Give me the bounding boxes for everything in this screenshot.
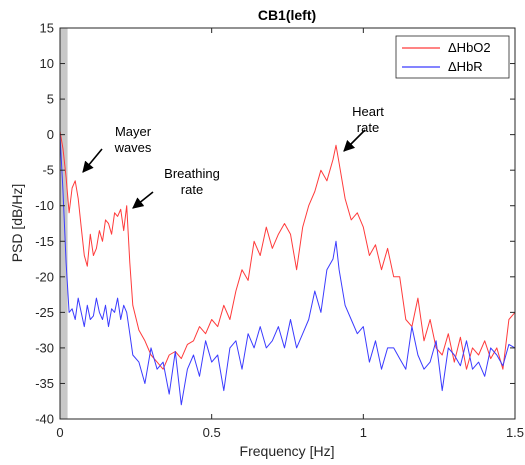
annotation-label: Mayer waves xyxy=(114,124,152,155)
series-line-hbr xyxy=(60,134,515,406)
y-tick-label: 15 xyxy=(40,21,54,36)
y-tick-label: -35 xyxy=(35,376,54,391)
y-tick-label: -20 xyxy=(35,269,54,284)
annotation-layer: Mayer waves Breathing rate Heart rate xyxy=(82,104,384,209)
x-axis-label: Frequency [Hz] xyxy=(240,443,335,459)
y-tick-label: -10 xyxy=(35,198,54,213)
annotation-arrow xyxy=(132,191,154,209)
x-tick-label: 0.5 xyxy=(203,425,221,440)
legend: ΔHbO2 ΔHbR xyxy=(395,35,510,79)
annotation-label: Heart rate xyxy=(352,104,384,135)
plot-frame xyxy=(59,27,516,420)
series-layer xyxy=(60,131,515,406)
y-tick-label: -5 xyxy=(42,163,54,178)
y-tick-label: 0 xyxy=(47,127,54,142)
x-tick-label: 1.5 xyxy=(506,425,524,440)
legend-label-hbr: ΔHbR xyxy=(448,59,483,74)
annotation-arrow xyxy=(343,129,366,152)
chart-title: CB1(left) xyxy=(258,7,316,23)
shaded-band xyxy=(60,28,68,419)
legend-box xyxy=(395,35,510,79)
series-line-hbo2 xyxy=(60,131,515,370)
y-tick-label: 5 xyxy=(47,92,54,107)
y-tick-label: 10 xyxy=(40,56,54,71)
y-tick-label: -15 xyxy=(35,234,54,249)
legend-label-hbo2: ΔHbO2 xyxy=(448,40,491,55)
plot-area xyxy=(60,28,515,419)
y-axis-label: PSD [dB/Hz] xyxy=(9,184,25,263)
y-tick-label: -40 xyxy=(35,412,54,427)
annotation-label: Breathing rate xyxy=(164,166,220,197)
y-tick-label: -25 xyxy=(35,305,54,320)
x-tick-label: 0 xyxy=(56,425,63,440)
y-tick-label: -30 xyxy=(35,340,54,355)
axes-layer: 0 0.5 1 1.5 -40 -35 -30 -25 -20 -15 -10 -5 0 5 10 15 xyxy=(35,21,524,441)
annotation-arrow xyxy=(82,148,103,173)
x-tick-label: 1 xyxy=(360,425,367,440)
